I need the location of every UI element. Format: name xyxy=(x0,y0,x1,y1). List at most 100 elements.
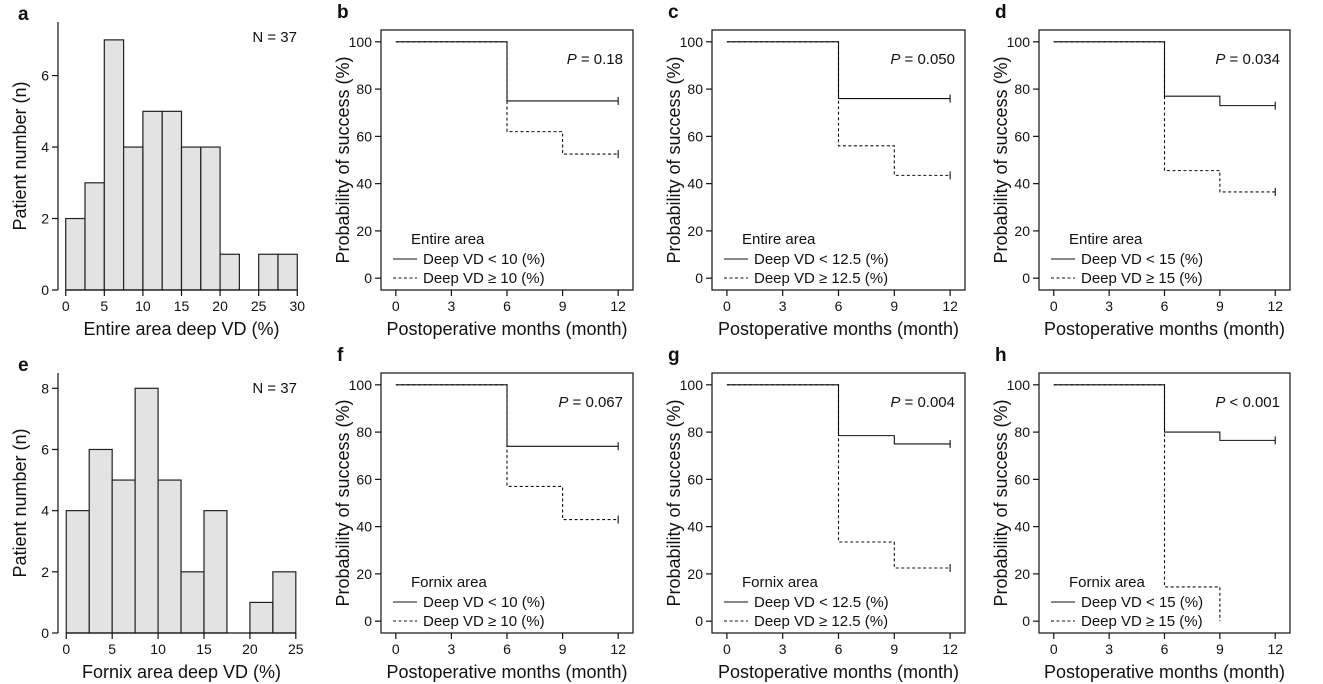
x-tick-label: 9 xyxy=(559,641,567,657)
p-value: < 0.001 xyxy=(1225,394,1280,411)
sample-size-label: N = 37 xyxy=(252,29,297,46)
survival-curve-high xyxy=(395,41,619,155)
y-tick-label: 40 xyxy=(687,176,703,192)
histogram-bar xyxy=(219,253,240,291)
panel-letter: g xyxy=(668,345,680,366)
x-tick-label: 6 xyxy=(503,298,511,314)
x-tick-label: 10 xyxy=(135,298,151,314)
x-tick-label: 6 xyxy=(1161,298,1169,314)
x-tick-label: 12 xyxy=(1267,641,1283,657)
y-tick-label: 80 xyxy=(1014,81,1030,97)
y-tick-label: 2 xyxy=(41,211,49,227)
y-tick-label: 40 xyxy=(687,519,703,535)
x-tick-label: 3 xyxy=(779,298,787,314)
legend-label: Deep VD < 15 (%) xyxy=(1081,594,1203,611)
legend-title: Entire area xyxy=(742,231,816,248)
x-tick-label: 12 xyxy=(942,641,958,657)
legend-title: Fornix area xyxy=(1069,574,1146,591)
y-tick-label: 40 xyxy=(1014,519,1030,535)
legend-label: Deep VD < 12.5 (%) xyxy=(754,251,889,268)
panel-letter: d xyxy=(995,2,1007,23)
y-tick-label: 60 xyxy=(687,128,703,144)
panel-letter: c xyxy=(668,2,679,23)
x-tick-label: 6 xyxy=(835,298,843,314)
histogram-bar xyxy=(180,146,202,291)
y-tick-label: 0 xyxy=(1022,270,1030,286)
histogram-bar xyxy=(277,253,298,291)
y-axis-title: Patient number (n) xyxy=(10,81,30,230)
x-tick-label: 3 xyxy=(1105,641,1113,657)
p-value-label: P = 0.18 xyxy=(567,51,623,68)
y-axis-title: Patient number (n) xyxy=(10,428,30,577)
survival-curve-high xyxy=(1053,384,1221,622)
panel-letter: e xyxy=(18,355,29,376)
x-tick-label: 0 xyxy=(392,298,400,314)
p-value-label: P = 0.050 xyxy=(890,51,955,68)
p-value: = 0.050 xyxy=(900,51,955,68)
x-tick-label: 15 xyxy=(174,298,190,314)
y-tick-label: 100 xyxy=(349,34,373,50)
legend-title: Fornix area xyxy=(411,574,488,591)
p-value: = 0.18 xyxy=(577,51,623,68)
x-tick-label: 0 xyxy=(723,298,731,314)
x-tick-label: 20 xyxy=(242,641,258,657)
y-tick-label: 20 xyxy=(687,566,703,582)
y-tick-label: 80 xyxy=(356,424,372,440)
y-tick-label: 0 xyxy=(41,625,49,641)
legend-label: Deep VD ≥ 10 (%) xyxy=(423,613,545,630)
y-tick-label: 80 xyxy=(687,424,703,440)
histogram-bar xyxy=(203,510,228,634)
y-tick-label: 0 xyxy=(1022,613,1030,629)
panel-g: g P = 0.004 Fornix area Deep VD < 12.5 (%) D… xyxy=(664,345,966,682)
x-tick-label: 15 xyxy=(196,641,212,657)
y-tick-label: 60 xyxy=(356,128,372,144)
y-axis-title: Probability of success (%) xyxy=(991,56,1011,263)
y-tick-label: 20 xyxy=(687,223,703,239)
y-tick-label: 60 xyxy=(1014,471,1030,487)
histogram-bar xyxy=(111,479,136,634)
y-tick-label: 0 xyxy=(364,270,372,286)
x-axis-title: Postoperative months (month) xyxy=(386,319,627,339)
p-value-label: P < 0.001 xyxy=(1215,394,1280,411)
x-tick-label: 12 xyxy=(1267,298,1283,314)
histogram-bar xyxy=(200,146,221,291)
y-axis-title: Probability of success (%) xyxy=(333,399,353,606)
x-axis-title: Postoperative months (month) xyxy=(718,662,959,682)
histogram-bar xyxy=(84,182,105,291)
p-value: = 0.067 xyxy=(568,394,623,411)
x-tick-label: 0 xyxy=(62,298,70,314)
p-value: = 0.004 xyxy=(900,394,955,411)
y-tick-label: 80 xyxy=(356,81,372,97)
x-axis-title: Fornix area deep VD (%) xyxy=(82,662,281,682)
y-tick-label: 60 xyxy=(687,471,703,487)
histogram-bar xyxy=(180,571,205,634)
x-tick-label: 3 xyxy=(1105,298,1113,314)
y-tick-label: 80 xyxy=(1014,424,1030,440)
y-axis-title: Probability of success (%) xyxy=(991,399,1011,606)
legend-label: Deep VD ≥ 10 (%) xyxy=(423,270,545,287)
histogram-bar xyxy=(272,571,297,634)
x-tick-label: 10 xyxy=(150,641,166,657)
y-tick-label: 40 xyxy=(356,176,372,192)
panel-letter: b xyxy=(337,2,349,23)
histogram-bar xyxy=(65,217,86,291)
x-tick-label: 12 xyxy=(942,298,958,314)
x-tick-label: 9 xyxy=(1216,641,1224,657)
histogram-bar xyxy=(103,39,125,291)
x-tick-label: 12 xyxy=(610,298,626,314)
y-axis-title: Probability of success (%) xyxy=(333,56,353,263)
histogram-bar xyxy=(142,110,163,291)
y-tick-label: 60 xyxy=(1014,128,1030,144)
survival-curve-high xyxy=(395,384,619,521)
p-value-label: P = 0.067 xyxy=(558,394,623,411)
x-tick-label: 0 xyxy=(723,641,731,657)
y-tick-label: 4 xyxy=(41,139,49,155)
p-value-label: P = 0.004 xyxy=(890,394,955,411)
y-tick-label: 100 xyxy=(680,377,704,393)
x-tick-label: 5 xyxy=(108,641,116,657)
y-tick-label: 6 xyxy=(41,68,49,84)
y-tick-label: 40 xyxy=(1014,176,1030,192)
y-tick-label: 60 xyxy=(356,471,372,487)
x-tick-label: 9 xyxy=(1216,298,1224,314)
legend-label: Deep VD ≥ 15 (%) xyxy=(1081,270,1203,287)
